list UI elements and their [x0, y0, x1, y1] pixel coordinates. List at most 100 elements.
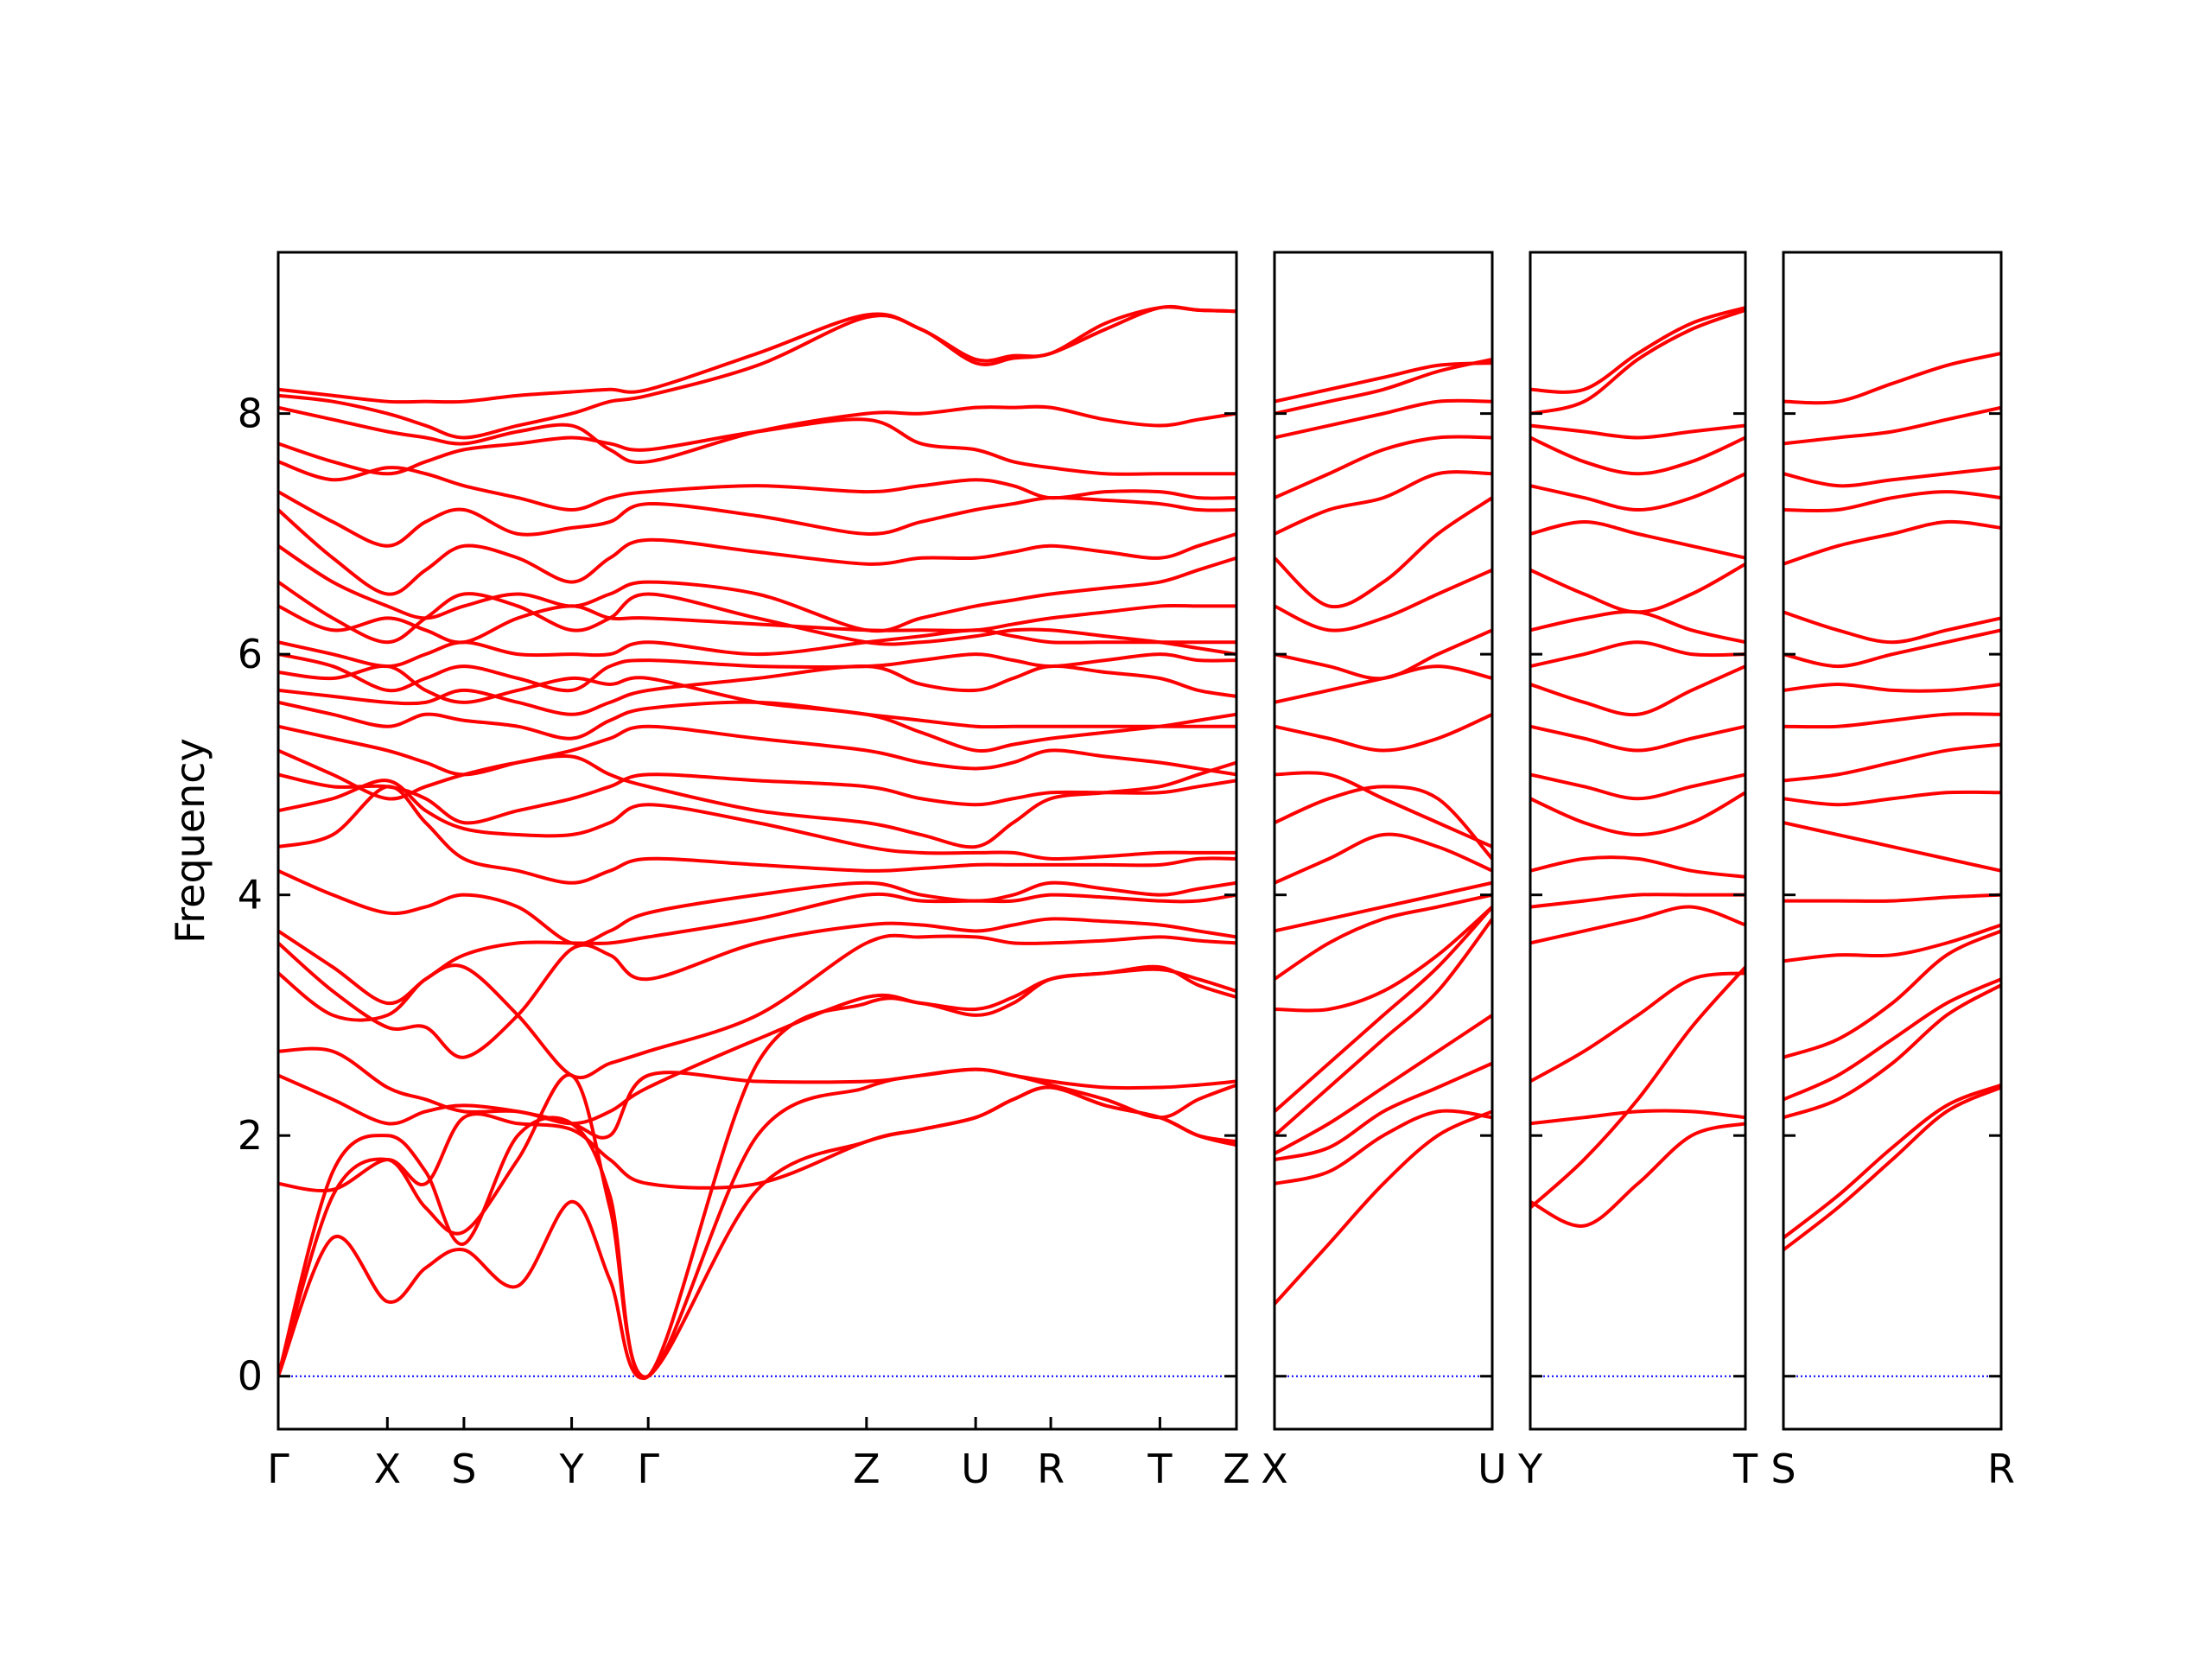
y-tick-label: 0: [238, 1353, 263, 1400]
band-line: [1783, 490, 2001, 513]
band-line: [1783, 893, 2001, 903]
band-line: [1274, 357, 1492, 416]
band-line: [1783, 352, 2001, 405]
band-line: [1530, 1109, 1745, 1126]
band-line: [1530, 423, 1745, 440]
band-line: [1274, 1014, 1492, 1155]
band-line: [1783, 821, 2001, 873]
band-line: [1274, 785, 1492, 861]
y-tick-label: 8: [238, 391, 263, 437]
band-line: [1530, 772, 1745, 801]
band-line: [1274, 1061, 1492, 1162]
y-tick-label: 6: [238, 631, 263, 677]
band-line: [278, 1067, 1236, 1379]
band-line: [278, 1067, 1236, 1140]
band-line: [278, 772, 1236, 825]
y-tick-label: 4: [238, 872, 263, 918]
band-line: [1783, 1085, 2001, 1252]
band-line: [1783, 983, 2001, 1120]
band-line: [1274, 712, 1492, 753]
band-line: [1274, 771, 1492, 849]
band-line: [1274, 1109, 1492, 1185]
panel: 0 2 4 6 8 Γ X S Y Γ Z U R T Z Frequency: [167, 251, 1250, 1492]
band-line: [1783, 628, 2001, 669]
y-axis-label: Frequency: [167, 738, 213, 944]
band-line: [1530, 519, 1745, 560]
axes-frame: [1529, 251, 1747, 1431]
band-line: [1530, 971, 1745, 1084]
band-line: [1274, 1109, 1492, 1306]
x-tick-label: T: [1732, 1446, 1758, 1492]
band-line: [1530, 306, 1745, 394]
band-line: [278, 490, 1236, 548]
y-tick-label: 2: [238, 1112, 263, 1159]
axes-frame: [1273, 251, 1494, 1431]
band-line: [1783, 1083, 2001, 1240]
axes-frame: [1782, 251, 2003, 1431]
x-tick-label: S: [451, 1446, 476, 1492]
band-line: [1274, 664, 1492, 704]
band-line: [1783, 929, 2001, 1059]
band-line: [1530, 609, 1745, 645]
band-line: [278, 404, 1236, 465]
band-line: [1274, 568, 1492, 632]
x-tick-label: X: [1261, 1446, 1288, 1492]
band-line: [278, 652, 1236, 693]
x-tick-label: Z: [853, 1446, 880, 1492]
band-line: [1530, 893, 1745, 909]
band-line: [1783, 742, 2001, 783]
x-tick-label: X: [374, 1446, 402, 1492]
band-line: [278, 933, 1236, 1079]
band-line: [278, 460, 1236, 512]
x-tick-label: R: [1037, 1446, 1065, 1492]
band-line: [1274, 906, 1492, 1013]
band-line: [1274, 398, 1492, 440]
band-line: [278, 603, 1236, 645]
x-tick-label: S: [1770, 1446, 1796, 1492]
band-line: [1274, 893, 1492, 981]
band-line: [1274, 918, 1492, 1137]
band-line: [1530, 472, 1745, 512]
band-line: [278, 700, 1236, 741]
band-line: [278, 580, 1236, 657]
band-line: [1783, 405, 2001, 446]
band-line: [1783, 790, 2001, 807]
x-tick-label: Z: [1223, 1446, 1250, 1492]
band-line: [1274, 435, 1492, 499]
band-line: [1530, 1122, 1745, 1228]
band-line: [1783, 923, 2001, 963]
band-line: [278, 1085, 1236, 1380]
x-tick-label: U: [961, 1446, 990, 1492]
band-line: [278, 964, 1236, 1381]
band-line: [1530, 855, 1745, 879]
x-tick-label: U: [1478, 1446, 1507, 1492]
x-tick-label: Γ: [637, 1446, 659, 1492]
band-line: [278, 304, 1236, 440]
band-line: [1274, 906, 1492, 1113]
band-line: [1530, 664, 1745, 717]
band-line: [278, 917, 1236, 1059]
band-line: [1783, 682, 2001, 693]
band-line: [1530, 791, 1745, 837]
band-line: [1783, 466, 2001, 488]
band-line: [1274, 628, 1492, 681]
band-line: [278, 508, 1236, 596]
band-line: [1274, 496, 1492, 609]
band-line: [1530, 640, 1745, 669]
band-line: [278, 724, 1236, 777]
x-tick-label: R: [1987, 1446, 2015, 1492]
x-tick-label: Y: [559, 1446, 585, 1492]
band-line: [1530, 562, 1745, 614]
band-line: [278, 664, 1236, 716]
band-line: [1783, 977, 2001, 1102]
band-line: [1530, 435, 1745, 476]
band-line: [278, 892, 1236, 1006]
x-tick-label: T: [1147, 1446, 1173, 1492]
band-line: [278, 868, 1236, 946]
band-line: [1530, 905, 1745, 945]
band-line: [278, 628, 1236, 669]
band-line: [278, 417, 1236, 476]
